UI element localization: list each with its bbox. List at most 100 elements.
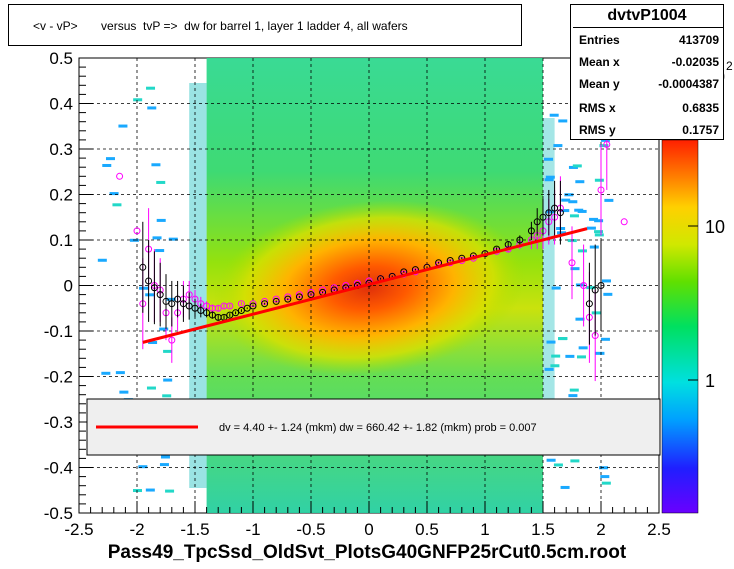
heatmap-cell [595,351,605,355]
heatmap-cell [569,388,579,392]
heatmap-cell [101,371,111,375]
profile-black-point [284,295,292,303]
profile-black-point [237,307,245,315]
heatmap-cell [591,311,601,315]
profile-black-point [551,204,559,212]
heatmap-cell [156,218,166,222]
color-palette [661,139,699,514]
heatmap-cell [546,458,556,462]
heatmap-cell [163,378,173,382]
stats-row-mean-y: Mean y -0.0004387 [579,77,719,93]
x-tick-label: 0.5 [415,520,439,539]
profile-black-point [527,227,535,235]
heatmap-cell [594,230,604,234]
y-tick-label: 0.1 [49,231,73,250]
profile-black-point [533,218,541,226]
z-tick-label: 10 [705,217,725,237]
profile-black-point [556,209,564,217]
profile-black-point [191,304,199,312]
heatmap-cell [168,237,178,241]
heatmap-cell [586,286,596,290]
stats-label: Mean x [579,55,620,69]
x-tick-label: -0.5 [296,520,325,539]
y-axis: -0.5 -0.4 -0.3 -0.2 -0.1 0 0.1 0.2 0.3 0.4 0.5 [44,49,93,523]
heatmap-cell [146,386,156,390]
profile-magenta-point [620,218,628,226]
heatmap-cell [572,164,582,168]
profile-black-point [261,300,269,308]
heatmap-cell [151,163,161,167]
heatmap-cell [109,192,119,196]
heatmap-cell [160,455,170,459]
heatmap-cell [148,341,158,345]
y-tick-label: 0.3 [49,140,73,159]
heatmap-cell [568,394,578,398]
heatmap-cell [553,463,563,467]
profile-magenta-point [168,336,176,344]
heatmap-cell [102,163,112,167]
heatmap-cell [565,354,575,358]
heatmap-cell [145,488,155,492]
stats-value: 413709 [678,33,719,47]
heatmap-cell [557,231,567,235]
heatmap-cell [152,236,162,240]
heatmap-cell [551,354,561,358]
y-tick-label: 0.5 [49,49,73,68]
heatmap-cell [560,209,570,213]
heatmap-cell [146,86,156,90]
x-tick-label: 2.5 [647,520,671,539]
heatmap-cell [155,249,165,253]
fit-legend-box: dv = 4.40 +- 1.24 (mkm) dw = 660.42 +- 1… [86,398,661,456]
profile-magenta-point [597,186,605,194]
x-tick-label: -2 [129,520,144,539]
heatmap-cell [561,198,571,202]
profile-black-point [272,297,280,305]
profile-black-point [226,311,234,319]
heatmap-cell [569,214,579,218]
stats-value: -0.02035 [671,55,719,69]
profile-black-point [156,291,164,299]
heatmap-cell [546,210,556,214]
profile-black-point [162,297,170,305]
heatmap-cell [586,226,596,230]
stats-name: dvtvP1004 [607,7,687,24]
profile-black-point [516,236,524,244]
heatmap-cell [551,286,561,290]
chart-title: <v - vP> versus tvP => dw for barrel 1, … [33,19,408,33]
heatmap-cell [574,208,584,212]
profile-magenta-point [226,302,234,310]
profile-magenta-point [568,259,576,267]
y-tick-label: -0.5 [44,504,73,523]
profile-magenta-point [116,172,124,180]
heatmap-cell [118,124,128,128]
heatmap-cell [601,481,611,485]
heatmap-cell [570,267,580,271]
y-tick-label: -0.4 [44,459,73,478]
stats-label: Entries [579,33,620,47]
heatmap-cell [575,180,585,184]
profile-magenta-point [580,282,588,289]
heatmap-cell [604,198,614,202]
profile-black-point [174,295,182,303]
heatmap-cell [165,489,175,493]
heatmap-cell [568,200,578,204]
profile-black-point [591,286,599,294]
heatmap-cell [589,217,599,221]
profile-black-point [150,284,158,292]
heatmap-cell [600,475,610,479]
heatmap-cell [133,489,143,493]
heatmap-cell [105,157,115,161]
x-tick-label: 2 [596,520,605,539]
profile-black-point [597,282,605,289]
x-tick-label: -1.5 [180,520,209,539]
fit-line [142,227,588,344]
heatmap-cell [600,138,610,142]
z-tick-label: 1 [705,371,715,391]
heatmap-cell [564,193,574,197]
profile-black-point [539,213,547,221]
x-tick-label: 1 [480,520,489,539]
profile-black-point [295,293,303,301]
heatmap-cell [568,165,578,169]
profile-black-point [249,302,257,310]
